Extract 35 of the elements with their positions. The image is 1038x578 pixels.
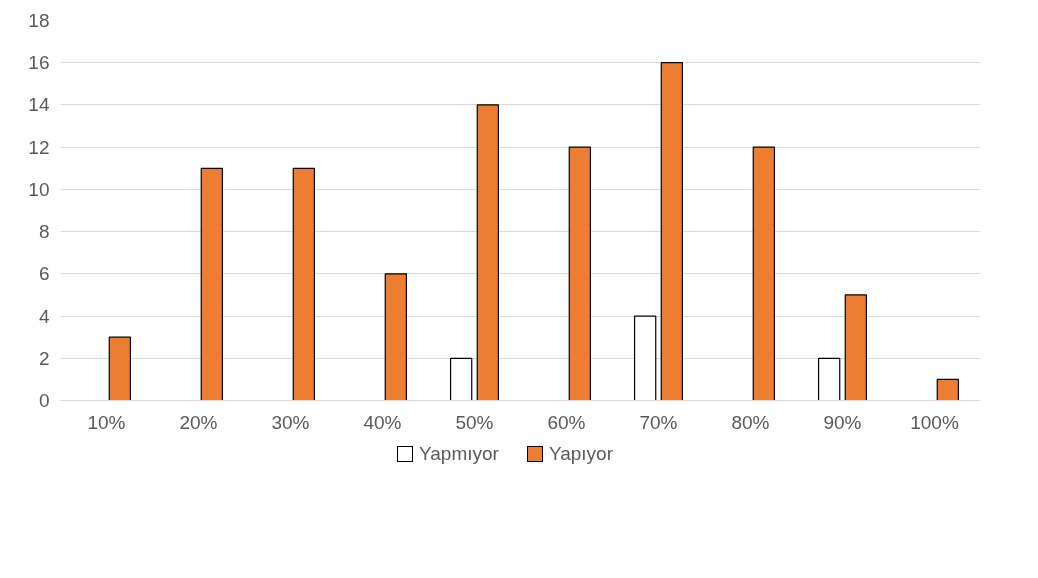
bar	[936, 378, 960, 401]
legend-label: Yapmıyor	[418, 442, 499, 466]
bar	[292, 167, 316, 401]
y-tick-label: 10	[28, 178, 50, 200]
y-tick-label: 0	[38, 390, 50, 411]
bar	[844, 294, 868, 401]
x-tick-label: 50%	[455, 411, 494, 433]
bar	[633, 315, 657, 401]
y-tick-label: 16	[28, 52, 50, 74]
x-tick-label: 30%	[271, 411, 310, 433]
x-tick-label: 60%	[547, 411, 586, 433]
bar	[476, 104, 500, 401]
y-tick-label: 4	[38, 305, 50, 327]
x-tick-label: 90%	[823, 411, 862, 433]
y-tick-label: 18	[28, 10, 50, 31]
bar	[200, 167, 224, 401]
bar	[660, 62, 684, 401]
bar	[817, 357, 841, 401]
x-tick-label: 20%	[179, 411, 218, 433]
bar	[568, 146, 592, 401]
x-tick-label: 10%	[87, 411, 126, 433]
y-tick-label: 12	[28, 136, 50, 158]
y-tick-label: 14	[28, 94, 50, 116]
x-tick-label: 70%	[639, 411, 678, 433]
legend-label: Yapıyor	[547, 442, 613, 466]
y-tick-label: 6	[38, 263, 50, 285]
bar	[108, 336, 132, 401]
y-tick-label: 8	[38, 221, 50, 243]
bar	[384, 273, 408, 401]
x-tick-label: 100%	[910, 411, 959, 433]
y-tick-label: 2	[38, 347, 50, 369]
bar	[752, 146, 776, 401]
x-tick-label: 80%	[731, 411, 770, 433]
bar	[449, 357, 473, 401]
x-tick-label: 40%	[363, 411, 402, 433]
